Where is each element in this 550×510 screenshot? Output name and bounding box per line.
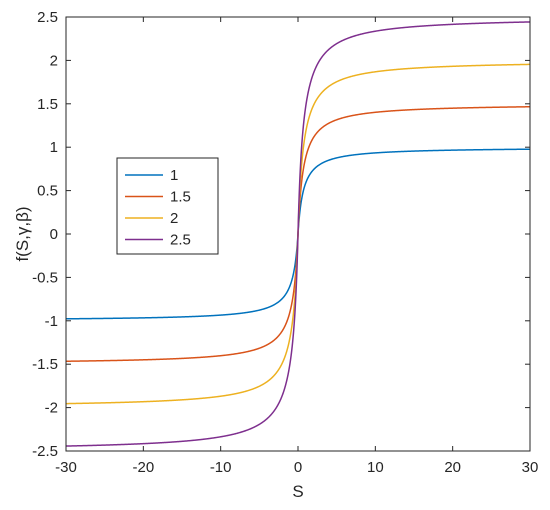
y-tick-label: -2 bbox=[45, 400, 58, 417]
x-tick-label: -10 bbox=[210, 459, 232, 476]
x-tick-label: 0 bbox=[294, 459, 302, 476]
x-tick-label: -20 bbox=[132, 459, 154, 476]
x-tick-label: 30 bbox=[522, 459, 539, 476]
legend: 1 1.5 2 2.5 bbox=[116, 157, 219, 255]
series-line-2-5 bbox=[65, 21, 531, 447]
y-tick-label: 0.5 bbox=[37, 183, 58, 200]
series-curves bbox=[65, 21, 531, 447]
legend-label: 1 bbox=[170, 167, 178, 184]
x-tick-label: 10 bbox=[367, 459, 384, 476]
y-tick-label: -2.5 bbox=[32, 443, 58, 460]
y-axis-title: f(S,γ,β) bbox=[13, 206, 32, 261]
x-tick-label: 20 bbox=[444, 459, 461, 476]
legend-label: 1.5 bbox=[170, 189, 191, 206]
y-tick-label: -0.5 bbox=[32, 269, 58, 286]
legend-label: 2.5 bbox=[170, 232, 191, 249]
y-tick-label: 2.5 bbox=[37, 9, 58, 26]
legend-label: 2 bbox=[170, 210, 178, 227]
y-tick-label: -1 bbox=[45, 313, 58, 330]
axes: -30 -20 -10 0 10 20 30 -2.5 -2 -1.5 -1 -0.5 0 0.5 1 1.5… bbox=[32, 9, 538, 476]
y-tick-label: -1.5 bbox=[32, 356, 58, 373]
x-axis-title: S bbox=[292, 482, 303, 501]
y-tick-label: 0 bbox=[50, 226, 58, 243]
y-tick-label: 1.5 bbox=[37, 96, 58, 113]
x-tick-label: -30 bbox=[55, 459, 77, 476]
y-tick-label: 2 bbox=[50, 52, 58, 69]
y-tick-label: 1 bbox=[50, 139, 58, 156]
legend-box bbox=[116, 157, 219, 255]
